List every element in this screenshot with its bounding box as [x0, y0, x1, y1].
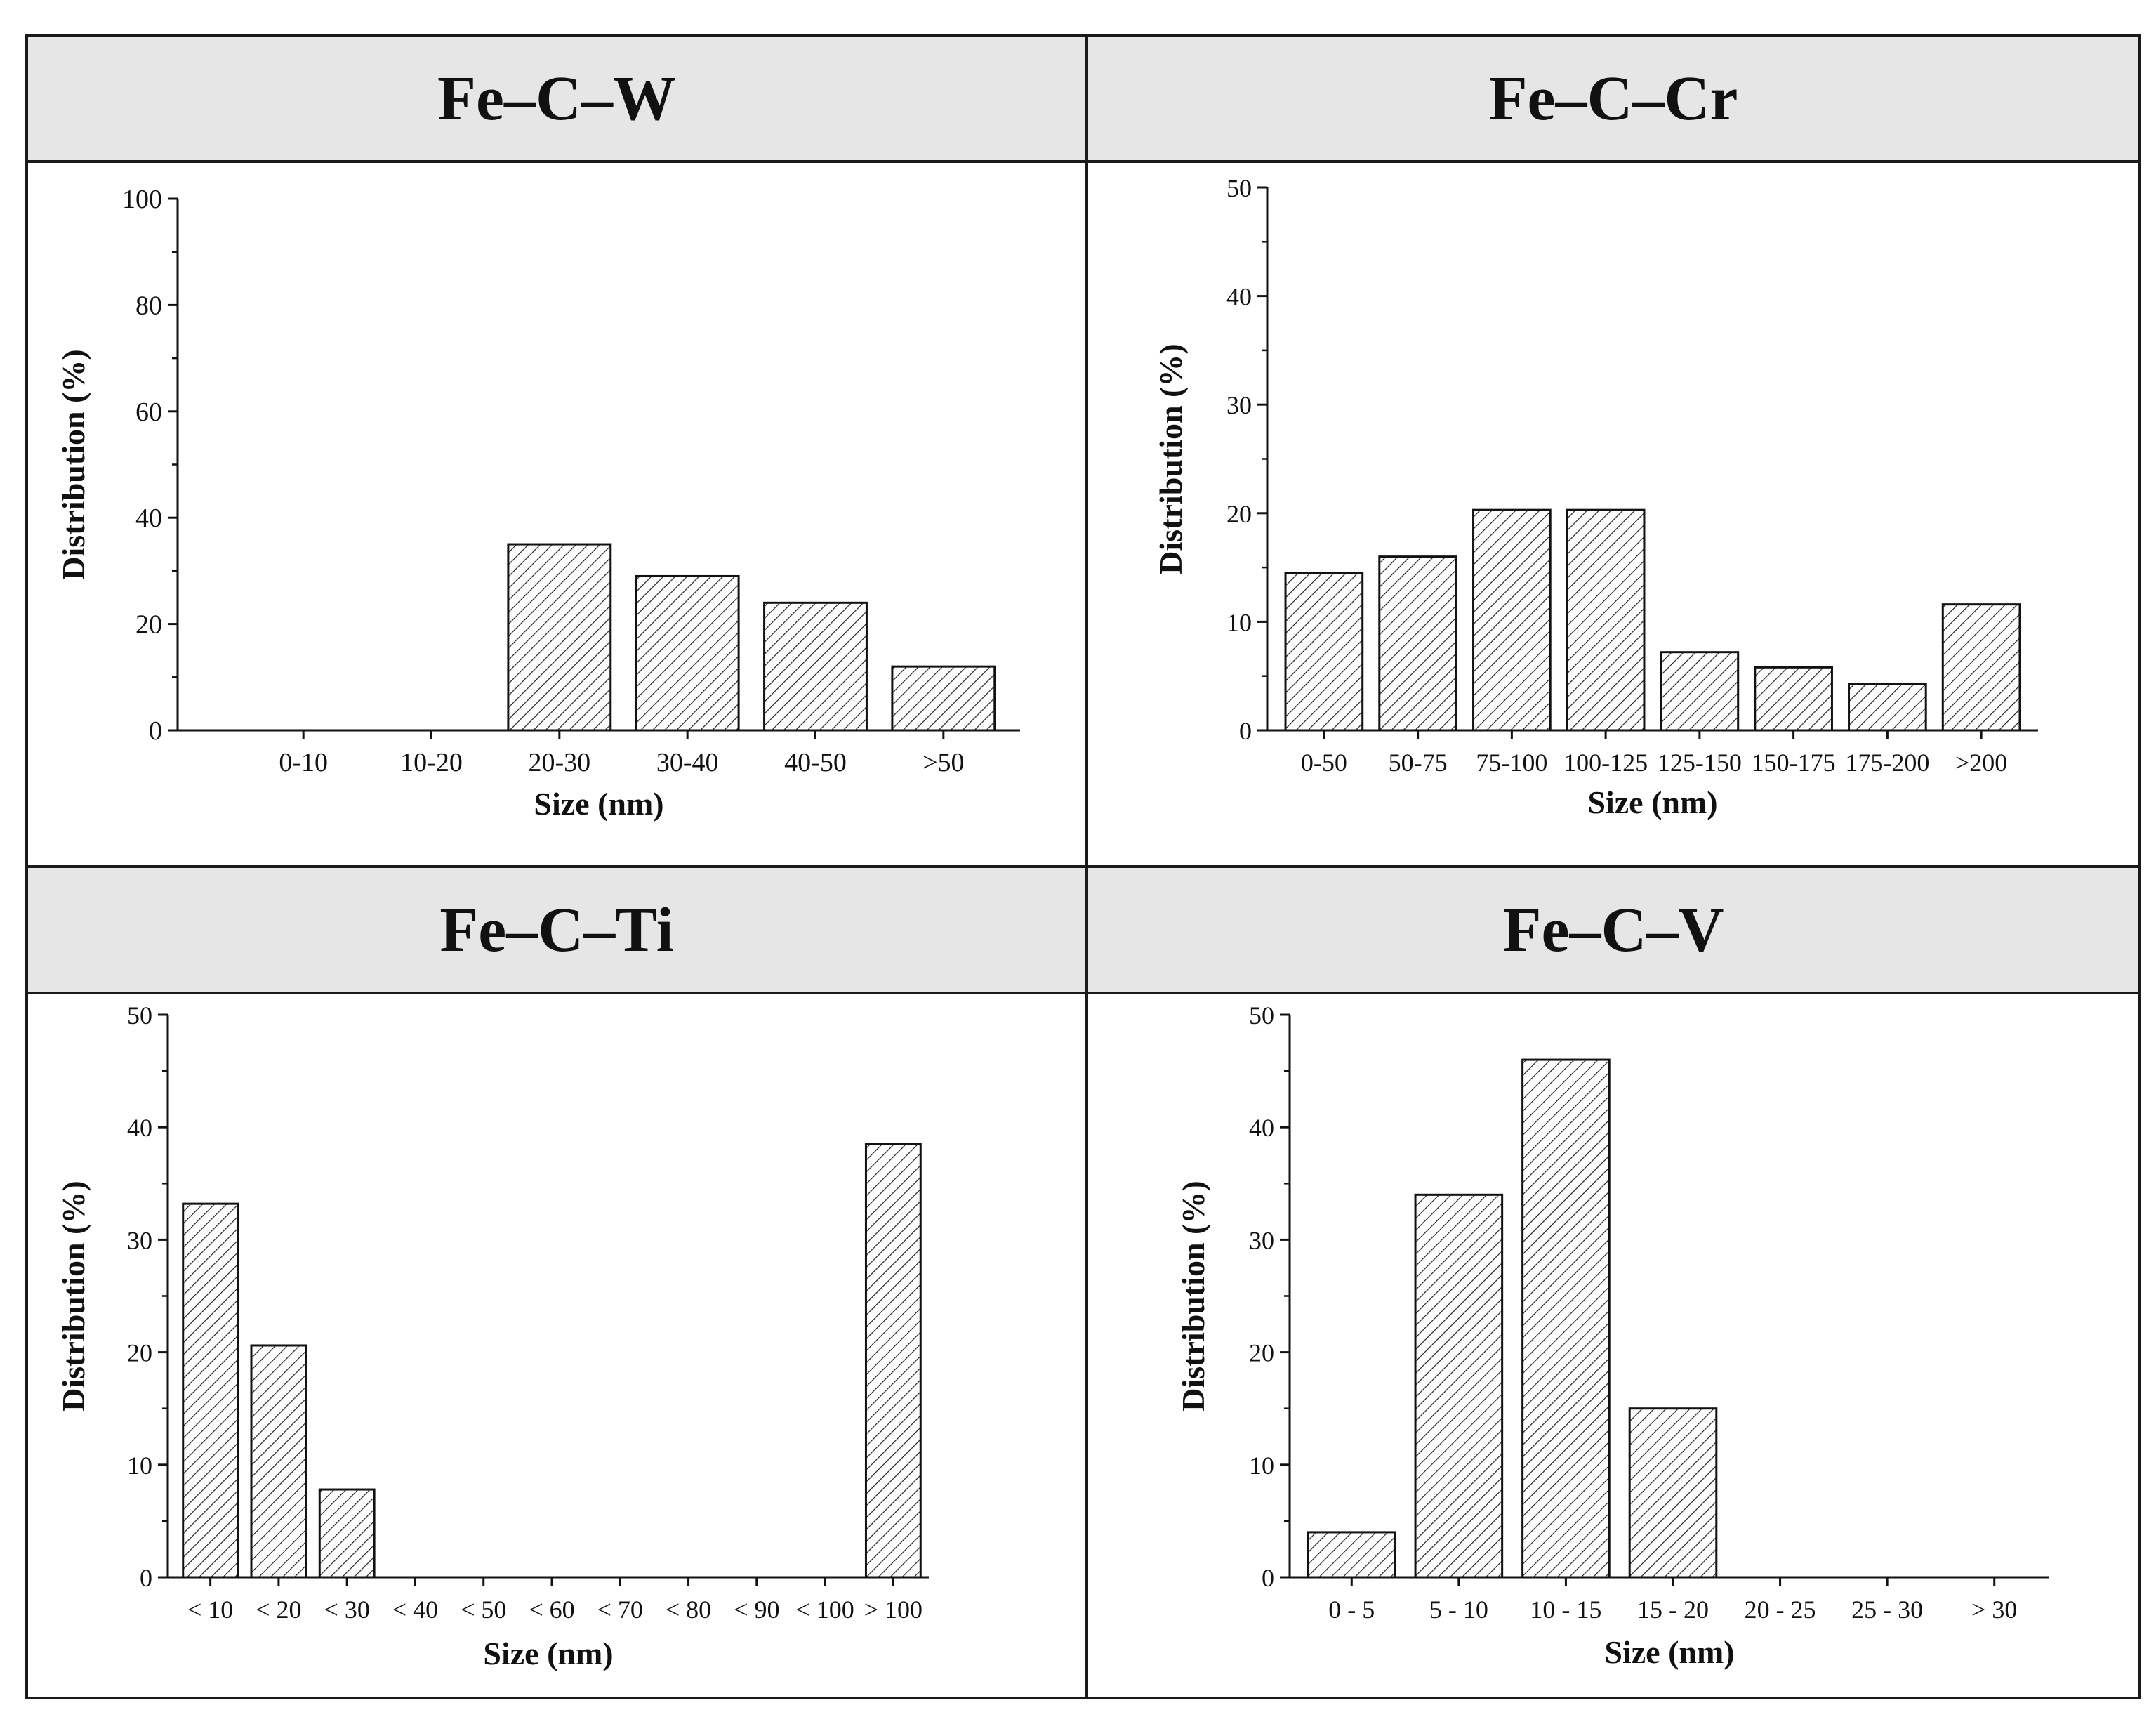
y-tick-label: 50	[1249, 1001, 1274, 1029]
y-tick-label: 30	[1249, 1226, 1274, 1254]
y-tick-label: 30	[1226, 391, 1252, 419]
y-tick-label: 20	[1249, 1339, 1274, 1367]
y-axis-label: Distribution (%)	[1153, 343, 1189, 574]
x-tick-label: < 60	[529, 1595, 574, 1624]
y-tick-label: 20	[127, 1339, 152, 1367]
x-tick-label: 0-50	[1301, 749, 1347, 777]
x-axis-label: Size (nm)	[483, 1636, 613, 1671]
y-tick-label: 10	[1249, 1452, 1274, 1480]
x-tick-label: 15 - 20	[1637, 1595, 1709, 1624]
y-tick-label: 40	[1249, 1114, 1274, 1142]
y-tick-label: 0	[149, 716, 162, 746]
panel-title-fe-c-ti: Fe–C–Ti	[439, 895, 674, 965]
x-tick-label: 10-20	[400, 748, 463, 777]
x-tick-label: < 90	[734, 1595, 779, 1624]
x-tick-label: 75-100	[1476, 749, 1547, 777]
bar	[250, 1344, 307, 1579]
x-tick-label: > 30	[1971, 1595, 2017, 1624]
y-tick-label: 20	[1226, 500, 1252, 528]
x-tick-label: < 30	[324, 1595, 370, 1624]
bar	[318, 1488, 376, 1579]
bar	[1848, 683, 1927, 732]
x-tick-label: < 40	[392, 1595, 438, 1624]
panel-header-fe-c-cr: Fe–C–Cr	[1088, 37, 2138, 163]
panel-title-fe-c-v: Fe–C–V	[1502, 895, 1724, 965]
x-tick-label: 10 - 15	[1530, 1595, 1601, 1624]
x-tick-label: >200	[1955, 749, 2007, 777]
x-tick-label: >50	[922, 748, 964, 777]
y-tick-label: 50	[127, 1001, 152, 1029]
y-tick-label: 100	[122, 185, 162, 214]
bar	[1521, 1058, 1611, 1579]
bar	[1628, 1407, 1718, 1579]
x-tick-label: 0 - 5	[1328, 1595, 1375, 1624]
y-tick-label: 60	[135, 397, 162, 427]
y-axis-label: Distribution (%)	[55, 349, 91, 579]
x-axis-label: Size (nm)	[534, 786, 663, 822]
grid-horizontal-divider	[28, 865, 2138, 868]
y-tick-label: 40	[1226, 283, 1252, 311]
x-axis-label: Size (nm)	[1587, 784, 1717, 820]
bar	[1284, 572, 1364, 732]
x-tick-label: < 10	[187, 1595, 233, 1624]
bar	[1378, 555, 1457, 732]
x-tick-label: < 50	[461, 1595, 506, 1624]
panel-title-fe-c-cr: Fe–C–Cr	[1488, 63, 1738, 133]
y-tick-label: 50	[1226, 174, 1252, 202]
figure-grid: Fe–C–W Fe–C–Cr Fe–C–Ti Fe–C–V	[25, 34, 2141, 1699]
bar	[864, 1143, 922, 1579]
y-tick-label: 0	[140, 1564, 152, 1592]
y-tick-label: 40	[127, 1114, 152, 1142]
bar	[1472, 508, 1552, 732]
y-axis-label: Distribution (%)	[55, 1180, 91, 1411]
x-tick-label: 100-125	[1563, 749, 1648, 777]
y-axis-label: Distribution (%)	[1175, 1180, 1211, 1411]
x-tick-label: 25 - 30	[1851, 1595, 1923, 1624]
bar	[763, 601, 868, 732]
y-tick-label: 80	[135, 291, 162, 320]
x-tick-label: 50-75	[1389, 749, 1448, 777]
x-tick-label: 20 - 25	[1745, 1595, 1816, 1624]
y-tick-label: 40	[135, 504, 162, 533]
y-tick-label: 10	[127, 1452, 152, 1480]
y-tick-label: 20	[135, 610, 162, 640]
bar	[1414, 1193, 1504, 1579]
y-tick-label: 0	[1262, 1564, 1274, 1592]
x-tick-label: > 100	[864, 1595, 922, 1624]
x-tick-label: 5 - 10	[1429, 1595, 1488, 1624]
x-tick-label: < 100	[795, 1595, 854, 1624]
x-tick-label: < 80	[666, 1595, 711, 1624]
bar	[891, 665, 996, 732]
panel-title-fe-c-w: Fe–C–W	[437, 63, 676, 133]
y-tick-label: 30	[127, 1226, 152, 1254]
panel-header-fe-c-v: Fe–C–V	[1088, 868, 2138, 994]
x-tick-label: 30-40	[656, 748, 719, 777]
panel-header-fe-c-w: Fe–C–W	[28, 37, 1085, 163]
x-tick-label: 0-10	[279, 748, 328, 777]
x-axis-label: Size (nm)	[1604, 1634, 1734, 1670]
bar	[1307, 1531, 1396, 1579]
bar	[1660, 651, 1740, 732]
y-tick-label: 0	[1239, 717, 1252, 745]
x-tick-label: 150-175	[1752, 749, 1836, 777]
x-tick-label: < 70	[597, 1595, 643, 1624]
bar	[1941, 603, 2021, 732]
bar	[635, 574, 740, 732]
bar	[507, 543, 612, 732]
y-tick-label: 10	[1226, 608, 1252, 636]
panel-header-fe-c-ti: Fe–C–Ti	[28, 868, 1085, 994]
x-tick-label: 175-200	[1845, 749, 1929, 777]
x-tick-label: 125-150	[1658, 749, 1742, 777]
x-tick-label: 40-50	[784, 748, 847, 777]
x-tick-label: 20-30	[529, 748, 591, 777]
x-tick-label: < 20	[256, 1595, 301, 1624]
bar	[182, 1202, 239, 1579]
